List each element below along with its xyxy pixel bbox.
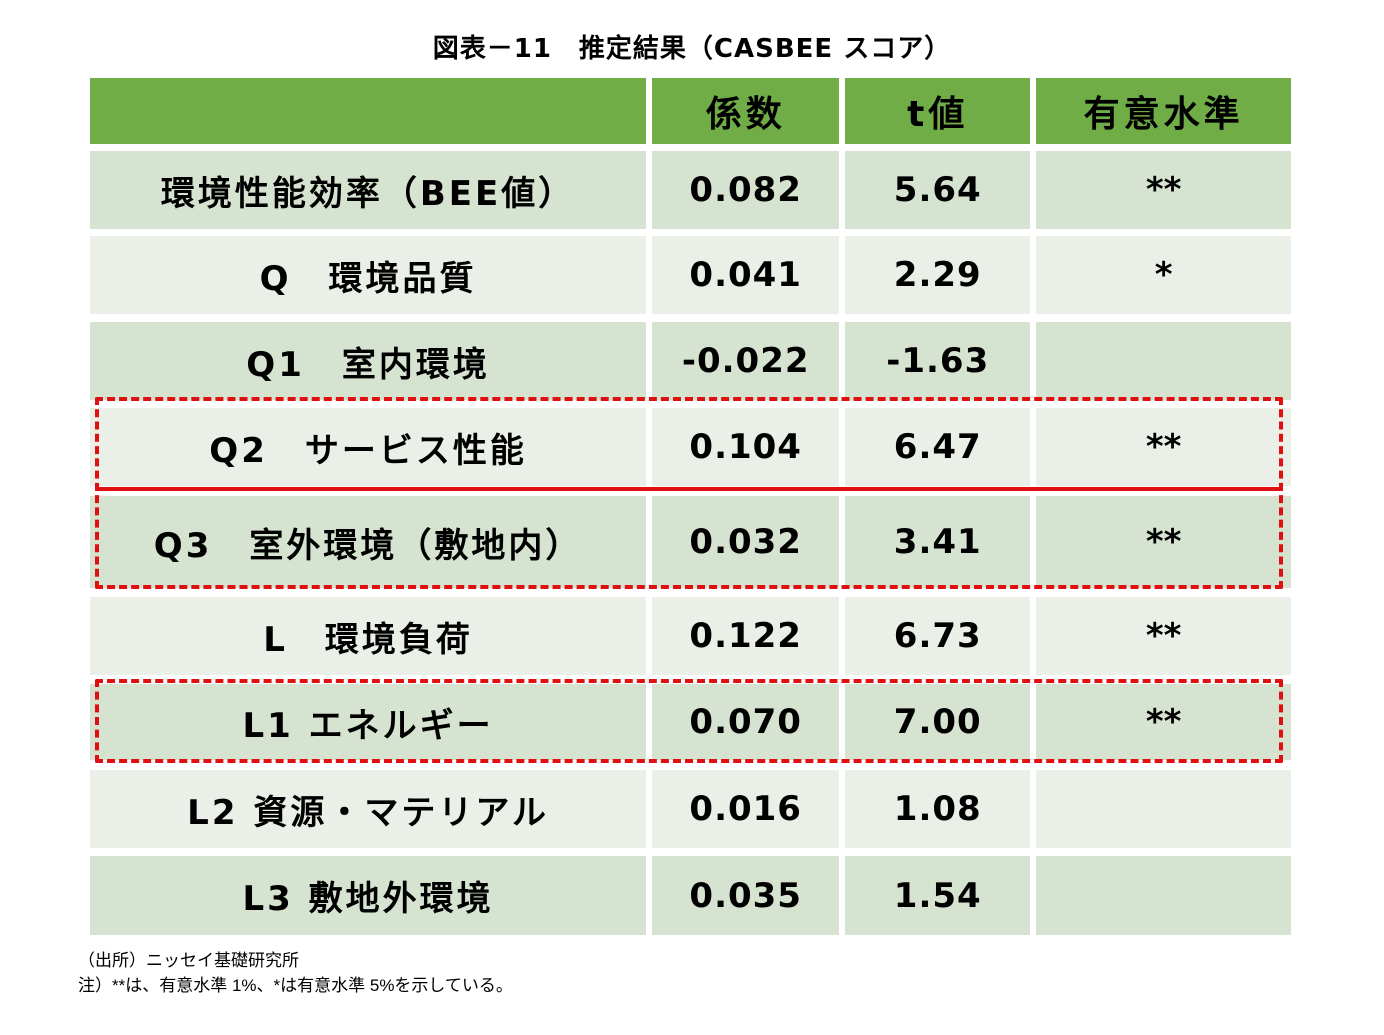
row-label: L2 資源・マテリアル	[90, 770, 647, 848]
row-t-value: 5.64	[845, 151, 1031, 229]
row-significance: **	[1036, 151, 1291, 229]
table-row: L 環境負荷 0.122 6.73 **	[90, 597, 1291, 675]
table-row: Q2 サービス性能 0.104 6.47 **	[90, 408, 1291, 486]
row-coefficient: 0.016	[652, 770, 840, 848]
row-significance	[1036, 322, 1291, 400]
row-t-value: 6.47	[845, 408, 1031, 486]
highlight-separator	[95, 487, 1283, 491]
footnotes: （出所）ニッセイ基礎研究所 注）**は、有意水準 1%、*は有意水準 5%を示し…	[78, 948, 513, 998]
row-label: L 環境負荷	[90, 597, 647, 675]
header-coefficient: 係数	[652, 78, 840, 144]
row-t-value: 1.08	[845, 770, 1031, 848]
table-row: L3 敷地外環境 0.035 1.54	[90, 856, 1291, 935]
row-coefficient: 0.070	[652, 684, 840, 760]
row-label: Q2 サービス性能	[90, 408, 647, 486]
row-significance	[1036, 856, 1291, 935]
row-label: L3 敷地外環境	[90, 856, 647, 935]
row-coefficient: 0.104	[652, 408, 840, 486]
row-significance: **	[1036, 408, 1291, 486]
row-label: 環境性能効率（BEE値）	[90, 151, 647, 229]
table-row: L1 エネルギー 0.070 7.00 **	[90, 684, 1291, 760]
row-coefficient: 0.032	[652, 496, 840, 588]
table-row: L2 資源・マテリアル 0.016 1.08	[90, 770, 1291, 848]
row-t-value: 2.29	[845, 236, 1031, 314]
header-t-value: t値	[845, 78, 1031, 144]
row-label: Q3 室外環境（敷地内）	[90, 496, 647, 588]
row-significance: **	[1036, 597, 1291, 675]
table-row: Q1 室内環境 -0.022 -1.63	[90, 322, 1291, 400]
table-row: 環境性能効率（BEE値） 0.082 5.64 **	[90, 151, 1291, 229]
row-significance: *	[1036, 236, 1291, 314]
row-t-value: 3.41	[845, 496, 1031, 588]
row-coefficient: -0.022	[652, 322, 840, 400]
row-t-value: 6.73	[845, 597, 1031, 675]
row-coefficient: 0.035	[652, 856, 840, 935]
table-row: Q3 室外環境（敷地内） 0.032 3.41 **	[90, 496, 1291, 588]
row-label: Q 環境品質	[90, 236, 647, 314]
significance-note: 注）**は、有意水準 1%、*は有意水準 5%を示している。	[78, 976, 513, 995]
row-t-value: -1.63	[845, 322, 1031, 400]
row-coefficient: 0.082	[652, 151, 840, 229]
row-t-value: 1.54	[845, 856, 1031, 935]
row-coefficient: 0.041	[652, 236, 840, 314]
row-significance	[1036, 770, 1291, 848]
table-header-row: 係数 t値 有意水準	[90, 78, 1291, 144]
figure-title: 図表－11 推定結果（CASBEE スコア）	[432, 34, 952, 64]
row-significance: **	[1036, 684, 1291, 760]
header-significance: 有意水準	[1036, 78, 1291, 144]
row-label: Q1 室内環境	[90, 322, 647, 400]
source-note: （出所）ニッセイ基礎研究所	[78, 951, 299, 970]
row-significance: **	[1036, 496, 1291, 588]
row-t-value: 7.00	[845, 684, 1031, 760]
table-row: Q 環境品質 0.041 2.29 *	[90, 236, 1291, 314]
header-item	[90, 78, 647, 144]
row-coefficient: 0.122	[652, 597, 840, 675]
row-label: L1 エネルギー	[90, 684, 647, 760]
